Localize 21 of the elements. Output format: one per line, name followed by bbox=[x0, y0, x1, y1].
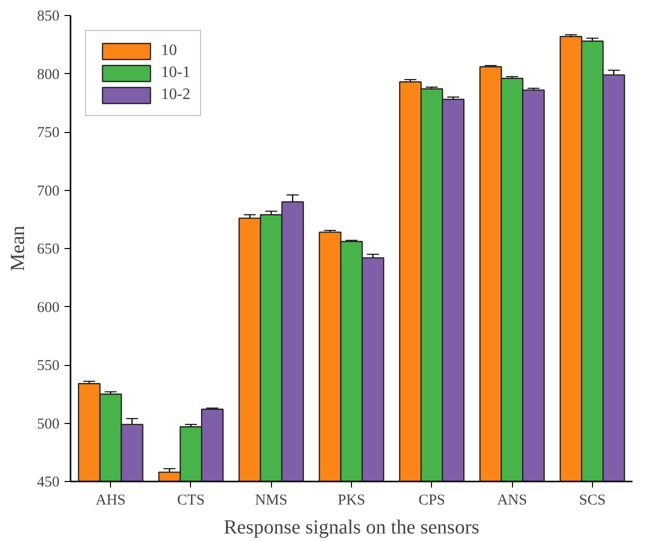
legend-label: 10 bbox=[161, 42, 178, 60]
x-tick-label: NMS bbox=[254, 492, 288, 508]
x-tick-label: CPS bbox=[418, 492, 446, 508]
y-tick-label: 550 bbox=[37, 358, 60, 374]
y-tick-label: 500 bbox=[37, 416, 60, 432]
y-tick-label: 650 bbox=[37, 242, 60, 258]
y-tick-label: 850 bbox=[37, 8, 60, 24]
x-tick-label: SCS bbox=[579, 492, 606, 508]
y-tick-label: 600 bbox=[37, 300, 60, 316]
x-tick-label: AHS bbox=[96, 492, 126, 508]
y-tick-label: 700 bbox=[37, 183, 60, 200]
x-tick-label: CTS bbox=[177, 492, 205, 508]
legend-label: 10-2 bbox=[161, 86, 190, 104]
y-tick-label: 750 bbox=[37, 125, 60, 141]
x-axis-title: Response signals on the sensors bbox=[224, 516, 480, 538]
x-tick-label: PKS bbox=[338, 492, 366, 508]
y-tick-label: 450 bbox=[37, 474, 60, 490]
legend-label: 10-1 bbox=[161, 64, 190, 82]
y-axis-title: Mean bbox=[7, 226, 29, 272]
x-tick-label: ANS bbox=[497, 492, 528, 508]
y-tick-label: 800 bbox=[37, 66, 60, 83]
